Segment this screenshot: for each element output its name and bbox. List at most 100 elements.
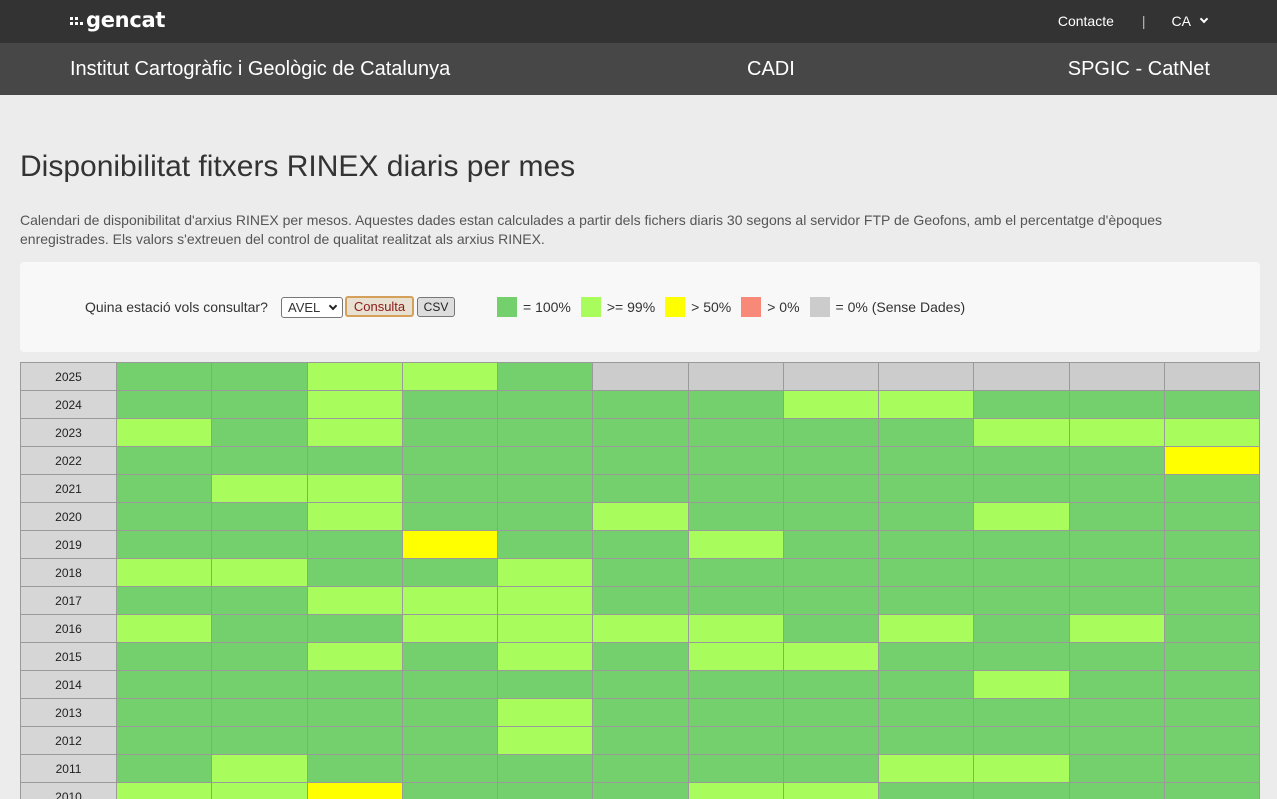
nav-spgic-link[interactable]: SPGIC - CatNet bbox=[1067, 58, 1210, 80]
calendar-row: 2010 bbox=[20, 782, 1261, 799]
legend: = 100% >= 99% > 50% > 0% = 0% (Sense Dad… bbox=[497, 297, 975, 317]
month-cell bbox=[306, 502, 403, 531]
month-cell bbox=[211, 782, 308, 799]
month-cell bbox=[687, 614, 784, 643]
calendar-row: 2019 bbox=[20, 530, 1261, 559]
month-cell bbox=[496, 614, 594, 643]
month-cell bbox=[306, 558, 403, 587]
month-cell bbox=[782, 614, 880, 643]
month-cell bbox=[211, 502, 308, 531]
month-cell bbox=[306, 670, 403, 699]
month-cell bbox=[211, 530, 308, 559]
year-label: 2011 bbox=[20, 754, 117, 783]
month-cell bbox=[211, 586, 308, 615]
month-cell bbox=[1068, 586, 1165, 615]
legend-item-100: = 100% bbox=[497, 297, 571, 317]
month-cell bbox=[306, 642, 403, 671]
month-cell bbox=[115, 782, 213, 799]
legend-label-99: >= 99% bbox=[606, 299, 656, 315]
month-cell bbox=[782, 362, 880, 391]
month-cell bbox=[592, 670, 689, 699]
month-cell bbox=[1068, 670, 1165, 699]
calendar-row: 2011 bbox=[20, 754, 1261, 783]
station-select-value: AVEL bbox=[288, 300, 321, 315]
gencat-logo[interactable]: gencat bbox=[70, 8, 165, 32]
month-cell bbox=[496, 726, 594, 755]
month-cell bbox=[687, 390, 784, 419]
station-select[interactable]: AVEL bbox=[281, 297, 343, 318]
calendar-row: 2015 bbox=[20, 642, 1261, 671]
month-cell bbox=[496, 418, 594, 447]
month-cell bbox=[1163, 614, 1261, 643]
month-cell bbox=[496, 362, 594, 391]
calendar-row: 2018 bbox=[20, 558, 1261, 587]
month-cell bbox=[973, 726, 1070, 755]
calendar-row: 2017 bbox=[20, 586, 1261, 615]
month-cell bbox=[1068, 362, 1165, 391]
month-cell bbox=[115, 698, 213, 727]
month-cell bbox=[306, 726, 403, 755]
month-cell bbox=[1068, 418, 1165, 447]
month-cell bbox=[1068, 698, 1165, 727]
chevron-down-icon bbox=[1199, 14, 1209, 24]
month-cell bbox=[401, 558, 499, 587]
month-cell bbox=[496, 642, 594, 671]
nav-cadi-link[interactable]: CADI bbox=[747, 58, 795, 80]
language-selector[interactable]: CA bbox=[1172, 13, 1209, 29]
month-cell bbox=[782, 418, 880, 447]
month-cell bbox=[782, 782, 880, 799]
month-cell bbox=[877, 586, 975, 615]
month-cell bbox=[306, 754, 403, 783]
month-cell bbox=[592, 418, 689, 447]
month-cell bbox=[1163, 670, 1261, 699]
legend-item-50: > 50% bbox=[665, 297, 731, 317]
month-cell bbox=[401, 614, 499, 643]
month-cell bbox=[877, 558, 975, 587]
legend-swatch-0 bbox=[741, 297, 762, 317]
legend-label-100: = 100% bbox=[523, 299, 571, 315]
month-cell bbox=[877, 474, 975, 503]
top-bar: gencat Contacte | CA bbox=[0, 0, 1277, 43]
month-cell bbox=[592, 642, 689, 671]
calendar-row: 2020 bbox=[20, 502, 1261, 531]
month-cell bbox=[496, 782, 594, 799]
month-cell bbox=[973, 474, 1070, 503]
legend-label-0: > 0% bbox=[767, 299, 800, 315]
month-cell bbox=[1068, 726, 1165, 755]
month-cell bbox=[496, 502, 594, 531]
contact-link[interactable]: Contacte bbox=[1057, 13, 1114, 29]
year-label: 2023 bbox=[20, 418, 117, 447]
month-cell bbox=[401, 670, 499, 699]
month-cell bbox=[687, 502, 784, 531]
month-cell bbox=[1068, 502, 1165, 531]
year-label: 2025 bbox=[20, 362, 117, 391]
csv-button[interactable]: CSV bbox=[417, 297, 455, 317]
month-cell bbox=[496, 474, 594, 503]
month-cell bbox=[592, 390, 689, 419]
month-cell bbox=[1068, 390, 1165, 419]
month-cell bbox=[211, 614, 308, 643]
month-cell bbox=[1163, 726, 1261, 755]
month-cell bbox=[877, 754, 975, 783]
month-cell bbox=[115, 530, 213, 559]
month-cell bbox=[211, 642, 308, 671]
month-cell bbox=[687, 530, 784, 559]
month-cell bbox=[973, 586, 1070, 615]
month-cell bbox=[782, 754, 880, 783]
month-cell bbox=[592, 502, 689, 531]
year-label: 2014 bbox=[20, 670, 117, 699]
month-cell bbox=[687, 670, 784, 699]
availability-calendar: 2025 2024 2023 2022 2021 2020 2019 2018 2017 2016… bbox=[20, 362, 1261, 799]
nav-institute-link[interactable]: Institut Cartogràfic i Geològic de Catal… bbox=[70, 58, 451, 80]
month-cell bbox=[973, 446, 1070, 475]
month-cell bbox=[782, 558, 880, 587]
month-cell bbox=[973, 390, 1070, 419]
month-cell bbox=[782, 726, 880, 755]
calendar-row: 2012 bbox=[20, 726, 1261, 755]
month-cell bbox=[592, 530, 689, 559]
month-cell bbox=[877, 670, 975, 699]
consulta-button[interactable]: Consulta bbox=[345, 296, 414, 317]
month-cell bbox=[687, 558, 784, 587]
month-cell bbox=[687, 754, 784, 783]
month-cell bbox=[306, 418, 403, 447]
